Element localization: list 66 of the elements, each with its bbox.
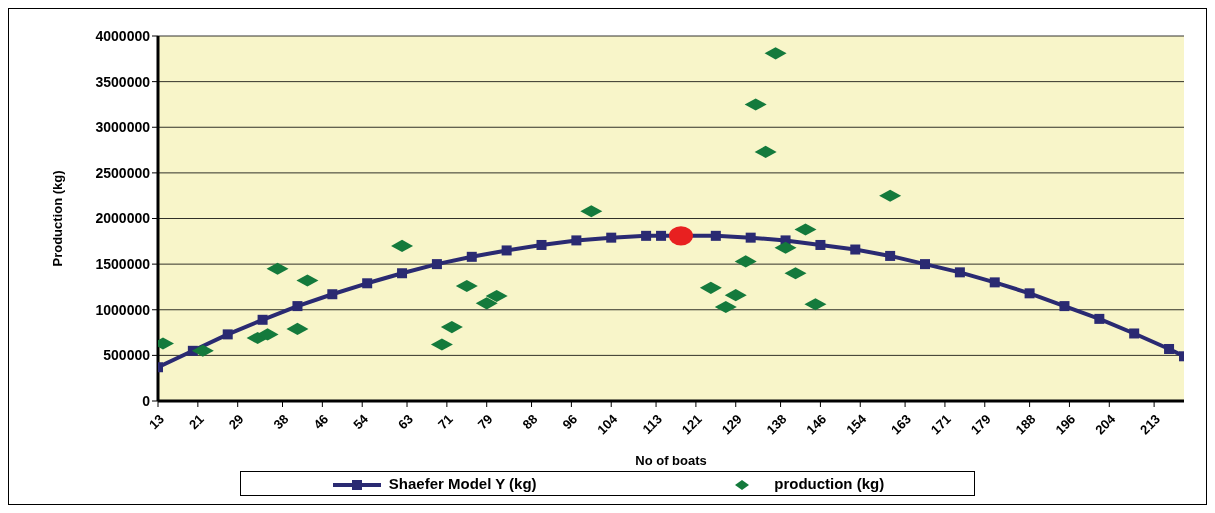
y-axis-title: Production (kg) (49, 170, 65, 267)
x-tick-label: 129 (718, 411, 745, 438)
x-tick-label: 171 (927, 411, 954, 438)
x-tick-label: 71 (434, 411, 456, 433)
point (466, 251, 477, 262)
point (656, 230, 667, 241)
point (1024, 288, 1035, 299)
x-tick-label: 138 (763, 411, 790, 438)
x-tick-label: 179 (967, 411, 994, 438)
y-tick-label: 3500000 (95, 73, 151, 90)
x-tick-label: 154 (843, 410, 870, 438)
x-tick-label: 96 (559, 411, 581, 433)
point (668, 226, 693, 246)
y-tick-label: 3000000 (95, 119, 151, 136)
point (989, 277, 1000, 288)
x-tick-label: 88 (519, 411, 541, 433)
x-tick-label: 104 (594, 410, 621, 438)
point (815, 239, 826, 250)
x-tick-label: 54 (350, 410, 372, 433)
x-tick-label: 63 (395, 411, 416, 433)
point (536, 239, 547, 250)
x-tick-label: 121 (678, 411, 705, 438)
x-tick-label: 38 (270, 411, 292, 433)
point (501, 245, 512, 256)
x-tick-label: 113 (639, 411, 665, 437)
x-tick-label: 204 (1092, 410, 1119, 438)
point (222, 329, 233, 340)
y-tick-label: 2000000 (95, 210, 151, 227)
y-tick-label: 2500000 (95, 164, 151, 181)
x-tick-label: 29 (225, 411, 247, 433)
point (606, 232, 617, 243)
point (885, 250, 896, 261)
x-tick-label: 188 (1012, 411, 1039, 438)
x-tick-label: 13 (146, 411, 167, 433)
y-tick-label: 1500000 (95, 256, 151, 273)
point (850, 244, 861, 255)
x-tick-label: 21 (185, 411, 207, 433)
x-tick-label: 163 (888, 411, 914, 438)
y-tick-label: 500000 (103, 347, 151, 364)
point (1164, 343, 1175, 354)
point (397, 268, 408, 279)
point (1129, 328, 1140, 339)
point (1059, 301, 1070, 312)
point (641, 230, 652, 241)
point (710, 230, 721, 241)
x-tick-label: 146 (803, 411, 830, 438)
point (920, 259, 931, 270)
y-tick-label: 4000000 (95, 27, 151, 44)
legend-label: production (kg) (773, 475, 885, 493)
point (292, 301, 303, 312)
point (571, 235, 582, 246)
x-axis-title: No of boats (635, 453, 707, 468)
point (362, 278, 373, 289)
x-tick-label: 213 (1137, 411, 1164, 438)
point (327, 289, 338, 300)
x-tick-label: 46 (310, 411, 332, 433)
legend-label: Shaefer Model Y (kg) (387, 475, 537, 493)
point (745, 232, 756, 243)
y-tick-label: 0 (142, 392, 151, 409)
point (954, 267, 965, 278)
x-tick-label: 79 (474, 411, 496, 433)
y-tick-label: 1000000 (95, 301, 151, 318)
x-tick-label: 196 (1052, 411, 1079, 438)
point (1094, 313, 1105, 324)
point (257, 314, 268, 325)
point (431, 259, 442, 270)
